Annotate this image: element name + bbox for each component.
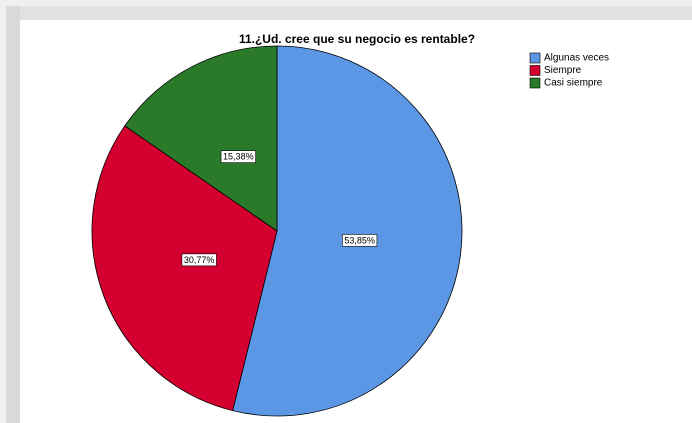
frame-top [6, 6, 692, 20]
legend-label: Algunas veces [544, 53, 609, 64]
data-label: 15,38% [223, 152, 254, 162]
frame-left [6, 6, 20, 423]
legend-swatch [529, 77, 541, 89]
pie-slice [232, 45, 463, 417]
legend-label: Siempre [544, 65, 582, 76]
pie-slice [124, 45, 278, 232]
data-label: 30,77% [184, 255, 215, 265]
legend-label: Casi siempre [544, 78, 603, 89]
data-label-box [342, 234, 378, 247]
data-label: 53,85% [344, 235, 375, 245]
chart-title: 11.¿Ud. cree que su negocio es rentable? [239, 32, 475, 46]
legend-swatch [529, 65, 541, 76]
data-label-box [220, 150, 256, 163]
legend-swatch [529, 52, 541, 64]
pie-slice [91, 125, 278, 412]
data-label-box [181, 253, 217, 267]
